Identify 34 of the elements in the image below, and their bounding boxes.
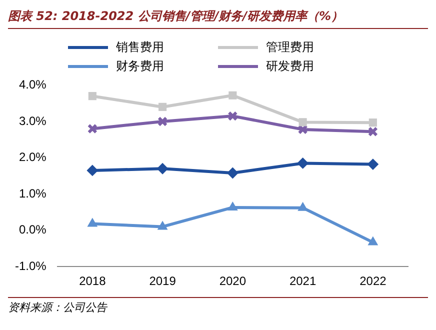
- point: [227, 168, 238, 178]
- point: [86, 164, 98, 176]
- point: [88, 92, 96, 100]
- point: [298, 202, 308, 211]
- x-tick-label: 2022: [360, 274, 387, 288]
- point: [158, 221, 168, 230]
- y-tick-label: -1.0%: [14, 258, 47, 273]
- point: [88, 218, 98, 227]
- point: [228, 202, 238, 210]
- point: [228, 111, 238, 122]
- point: [367, 158, 378, 170]
- y-tick-label: 0.0%: [18, 222, 47, 237]
- point: [228, 91, 237, 100]
- point: [298, 118, 307, 126]
- text: 资料来源：公司公告: [8, 297, 428, 315]
- x-tick-label: 2018: [79, 274, 106, 288]
- legend-label: 财务费用: [116, 58, 164, 75]
- legend-label: 管理费用: [266, 39, 314, 56]
- x-tick-label: 2019: [149, 274, 176, 288]
- x-tick-label: 2021: [289, 274, 316, 288]
- point: [158, 102, 167, 112]
- point: [157, 163, 168, 174]
- x-tick-label: 2020: [219, 274, 246, 288]
- legend-label: 研发费用: [266, 58, 314, 75]
- point: [158, 116, 168, 127]
- point: [368, 118, 377, 127]
- y-tick-label: 2.0%: [18, 150, 47, 164]
- point: [368, 236, 378, 246]
- chart-title: 图表 52: 2018-2022 公司销售/管理/财务/研发费用率（%）: [8, 8, 428, 29]
- legend-label: 销售费用: [116, 39, 164, 56]
- y-tick-label: 1.0%: [18, 186, 47, 200]
- y-tick-label: 3.0%: [18, 114, 47, 128]
- point: [297, 158, 308, 169]
- y-tick-label: 4.0%: [18, 78, 47, 92]
